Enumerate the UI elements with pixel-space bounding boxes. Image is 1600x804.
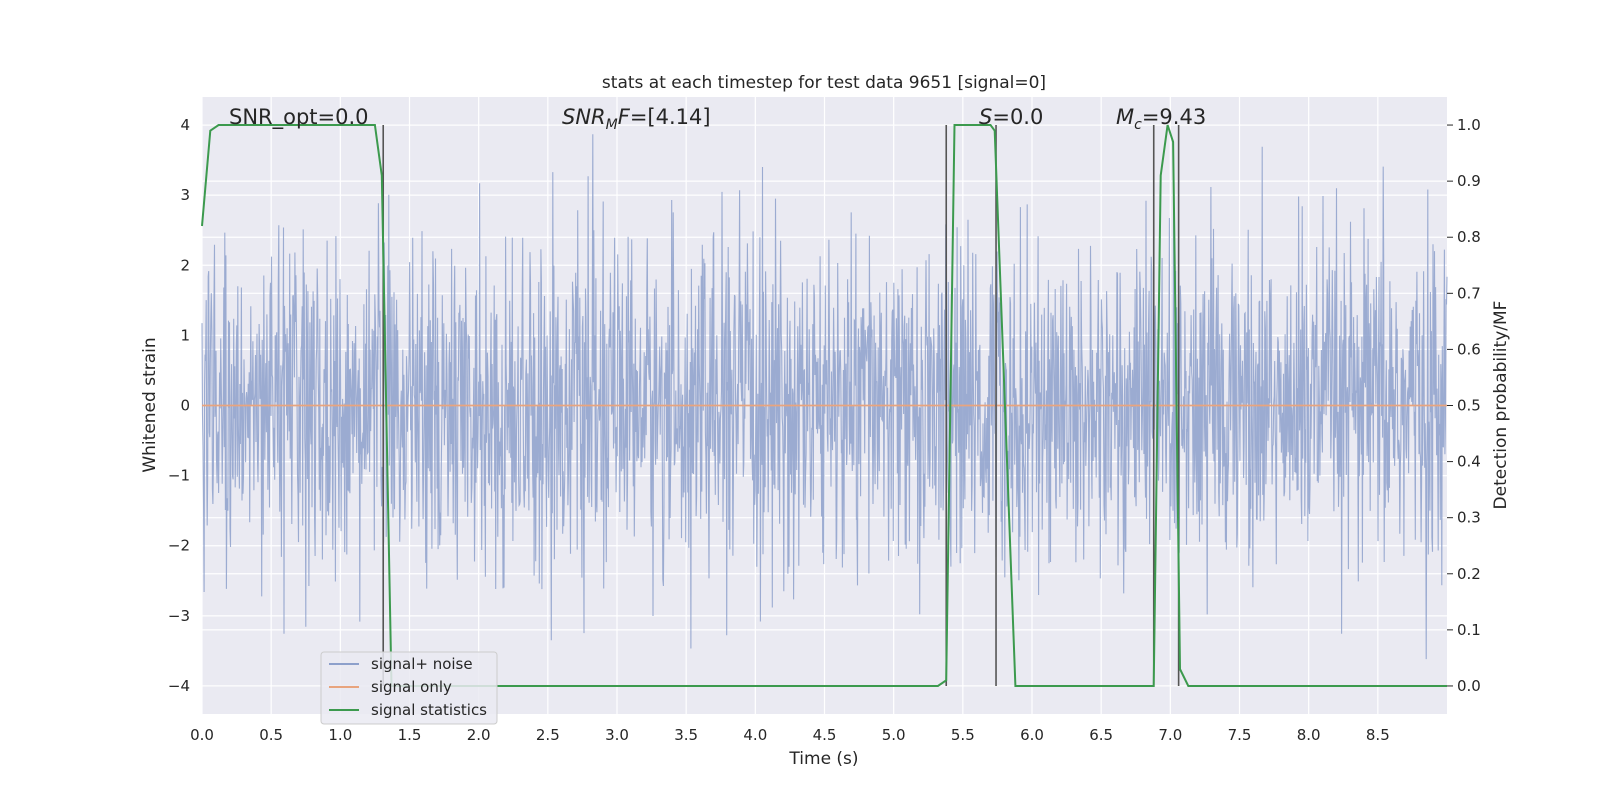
x-tick-label: 2.5 bbox=[536, 726, 560, 744]
annotation-snr-mf: SNRMF=[4.14] bbox=[562, 105, 711, 133]
legend: signal+ noise signal only signal statist… bbox=[320, 651, 498, 725]
x-tick-label: 7.0 bbox=[1158, 726, 1182, 744]
x-tick-label: 5.0 bbox=[882, 726, 906, 744]
left-y-tick-labels: −4 −3 −2 −1 0 1 2 3 4 bbox=[168, 116, 190, 695]
right-y-tick-label: 0.0 bbox=[1457, 677, 1481, 695]
legend-label-signal-only: signal only bbox=[371, 678, 452, 696]
signal-statistics-line bbox=[201, 124, 1447, 687]
x-tick-label: 4.0 bbox=[743, 726, 767, 744]
legend-label-signal-statistics: signal statistics bbox=[371, 701, 487, 719]
right-y-tick-label: 0.2 bbox=[1457, 565, 1481, 583]
x-tick-label: 1.5 bbox=[398, 726, 422, 744]
x-tick-label: 6.5 bbox=[1089, 726, 1113, 744]
left-y-tick-label: 3 bbox=[180, 186, 190, 204]
right-y-tick-label: 1.0 bbox=[1457, 116, 1481, 134]
left-y-tick-label: −3 bbox=[168, 607, 190, 625]
left-y-tick-label: 1 bbox=[180, 326, 190, 344]
left-y-tick-label: 0 bbox=[180, 397, 190, 415]
left-y-tick-label: 4 bbox=[180, 116, 190, 134]
series-signal-noise bbox=[201, 134, 1448, 660]
x-tick-label: 6.0 bbox=[1020, 726, 1044, 744]
chart-title: stats at each timestep for test data 965… bbox=[602, 73, 1046, 93]
right-y-tick-label: 0.4 bbox=[1457, 453, 1481, 471]
legend-box bbox=[320, 651, 498, 725]
left-y-tick-label: −1 bbox=[168, 467, 190, 485]
x-tick-label: 1.0 bbox=[328, 726, 352, 744]
x-tick-label: 0.0 bbox=[190, 726, 214, 744]
y-right-axis-label: Detection probability/MF bbox=[1491, 301, 1511, 510]
right-y-tick-label: 0.1 bbox=[1457, 621, 1481, 639]
right-y-tick-labels: 0.0 0.1 0.2 0.3 0.4 0.5 0.6 0.7 0.8 0.9 1.0 bbox=[1447, 116, 1481, 695]
left-y-tick-label: −4 bbox=[168, 677, 190, 695]
x-tick-label: 0.5 bbox=[259, 726, 283, 744]
annotation-mc: Mc=9.43 bbox=[1116, 105, 1206, 133]
signal-noise-line bbox=[201, 134, 1448, 660]
left-y-tick-label: 2 bbox=[180, 256, 190, 274]
x-tick-labels: 0.0 0.5 1.0 1.5 2.0 2.5 3.0 3.5 4.0 4.5 5.0 5.5 6.0 6… bbox=[190, 726, 1390, 744]
x-tick-label: 5.5 bbox=[951, 726, 975, 744]
series-signal-statistics bbox=[201, 124, 1447, 687]
right-y-tick-label: 0.7 bbox=[1457, 284, 1481, 302]
x-tick-label: 8.5 bbox=[1366, 726, 1390, 744]
x-tick-label: 3.0 bbox=[605, 726, 629, 744]
right-y-tick-label: 0.8 bbox=[1457, 228, 1481, 246]
x-tick-label: 3.5 bbox=[674, 726, 698, 744]
annotation-snr-opt: SNR_opt=0.0 bbox=[229, 105, 369, 130]
right-y-tick-label: 0.9 bbox=[1457, 172, 1481, 190]
x-tick-label: 2.0 bbox=[467, 726, 491, 744]
x-tick-label: 7.5 bbox=[1228, 726, 1252, 744]
x-tick-label: 4.5 bbox=[813, 726, 837, 744]
annotation-s: S=0.0 bbox=[979, 105, 1043, 129]
left-y-tick-label: −2 bbox=[168, 537, 190, 555]
x-axis-label: Time (s) bbox=[788, 749, 858, 769]
right-y-tick-label: 0.6 bbox=[1457, 340, 1481, 358]
right-y-tick-label: 0.5 bbox=[1457, 397, 1481, 415]
right-y-tick-label: 0.3 bbox=[1457, 509, 1481, 527]
annotations: SNR_opt=0.0 SNRMF=[4.14] S=0.0 Mc=9.43 bbox=[229, 105, 1206, 133]
legend-label-signal-noise: signal+ noise bbox=[371, 655, 473, 673]
y-axis-label: Whitened strain bbox=[140, 337, 160, 472]
x-tick-label: 8.0 bbox=[1297, 726, 1321, 744]
